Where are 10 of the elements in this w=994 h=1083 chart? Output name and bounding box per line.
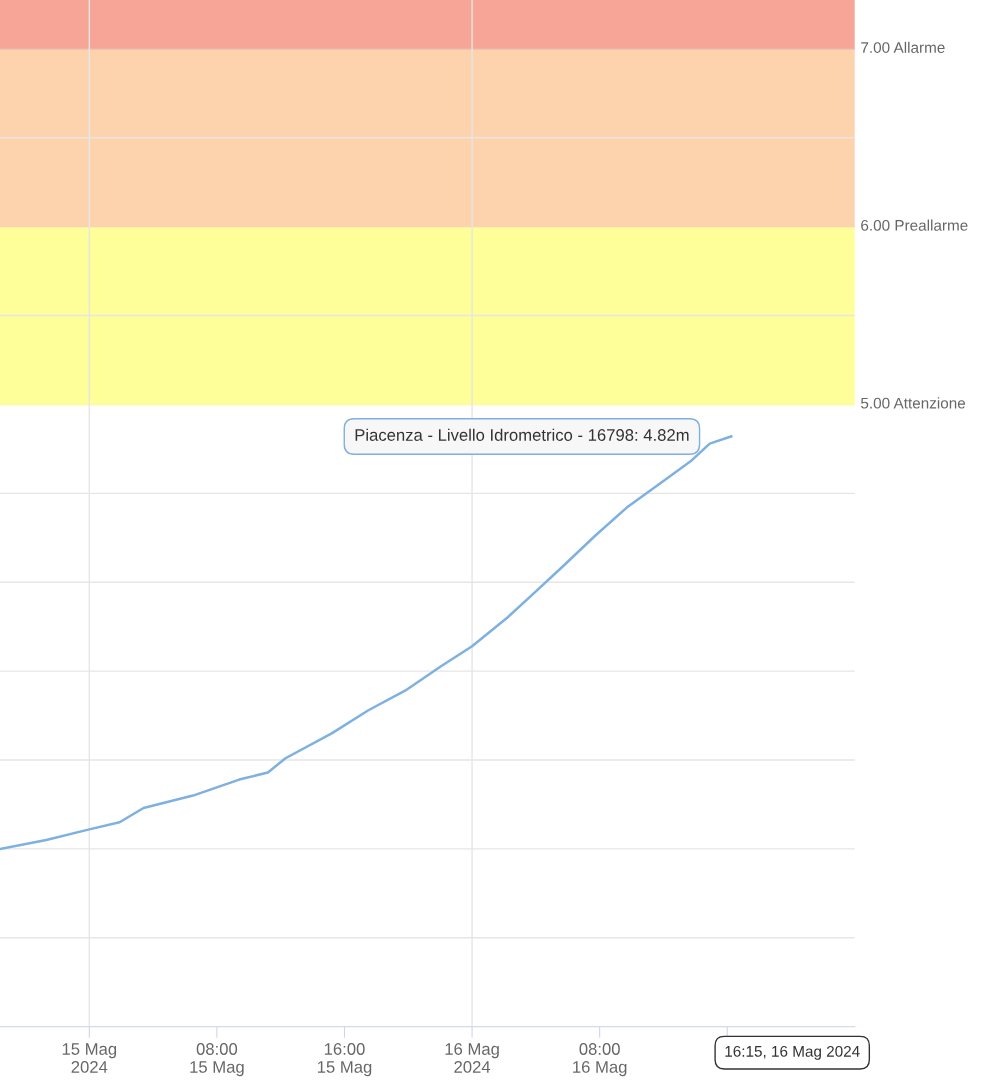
x-tick-label: 08:00 16 Mag [573, 1043, 627, 1077]
annotation: Piacenza - Livello Idrometrico - 16798: 4.82m [355, 428, 689, 441]
text: 16:15, 16 Mag 2024 [725, 1045, 860, 1060]
ref-line-label: 7.00 Allarme [861, 41, 945, 53]
ref-line-label: 5.00 Attenzione [861, 397, 966, 409]
ref-line-label: 6.00 Preallarme [861, 219, 968, 231]
x-tick-label: 16 Mag 2024 [445, 1043, 499, 1073]
x-tick-label: 08:00 15 Mag [190, 1043, 244, 1077]
x-tick-label: 15 Mag 2024 [62, 1043, 117, 1073]
x-tick-label: 16:00 15 Mag [317, 1043, 372, 1077]
